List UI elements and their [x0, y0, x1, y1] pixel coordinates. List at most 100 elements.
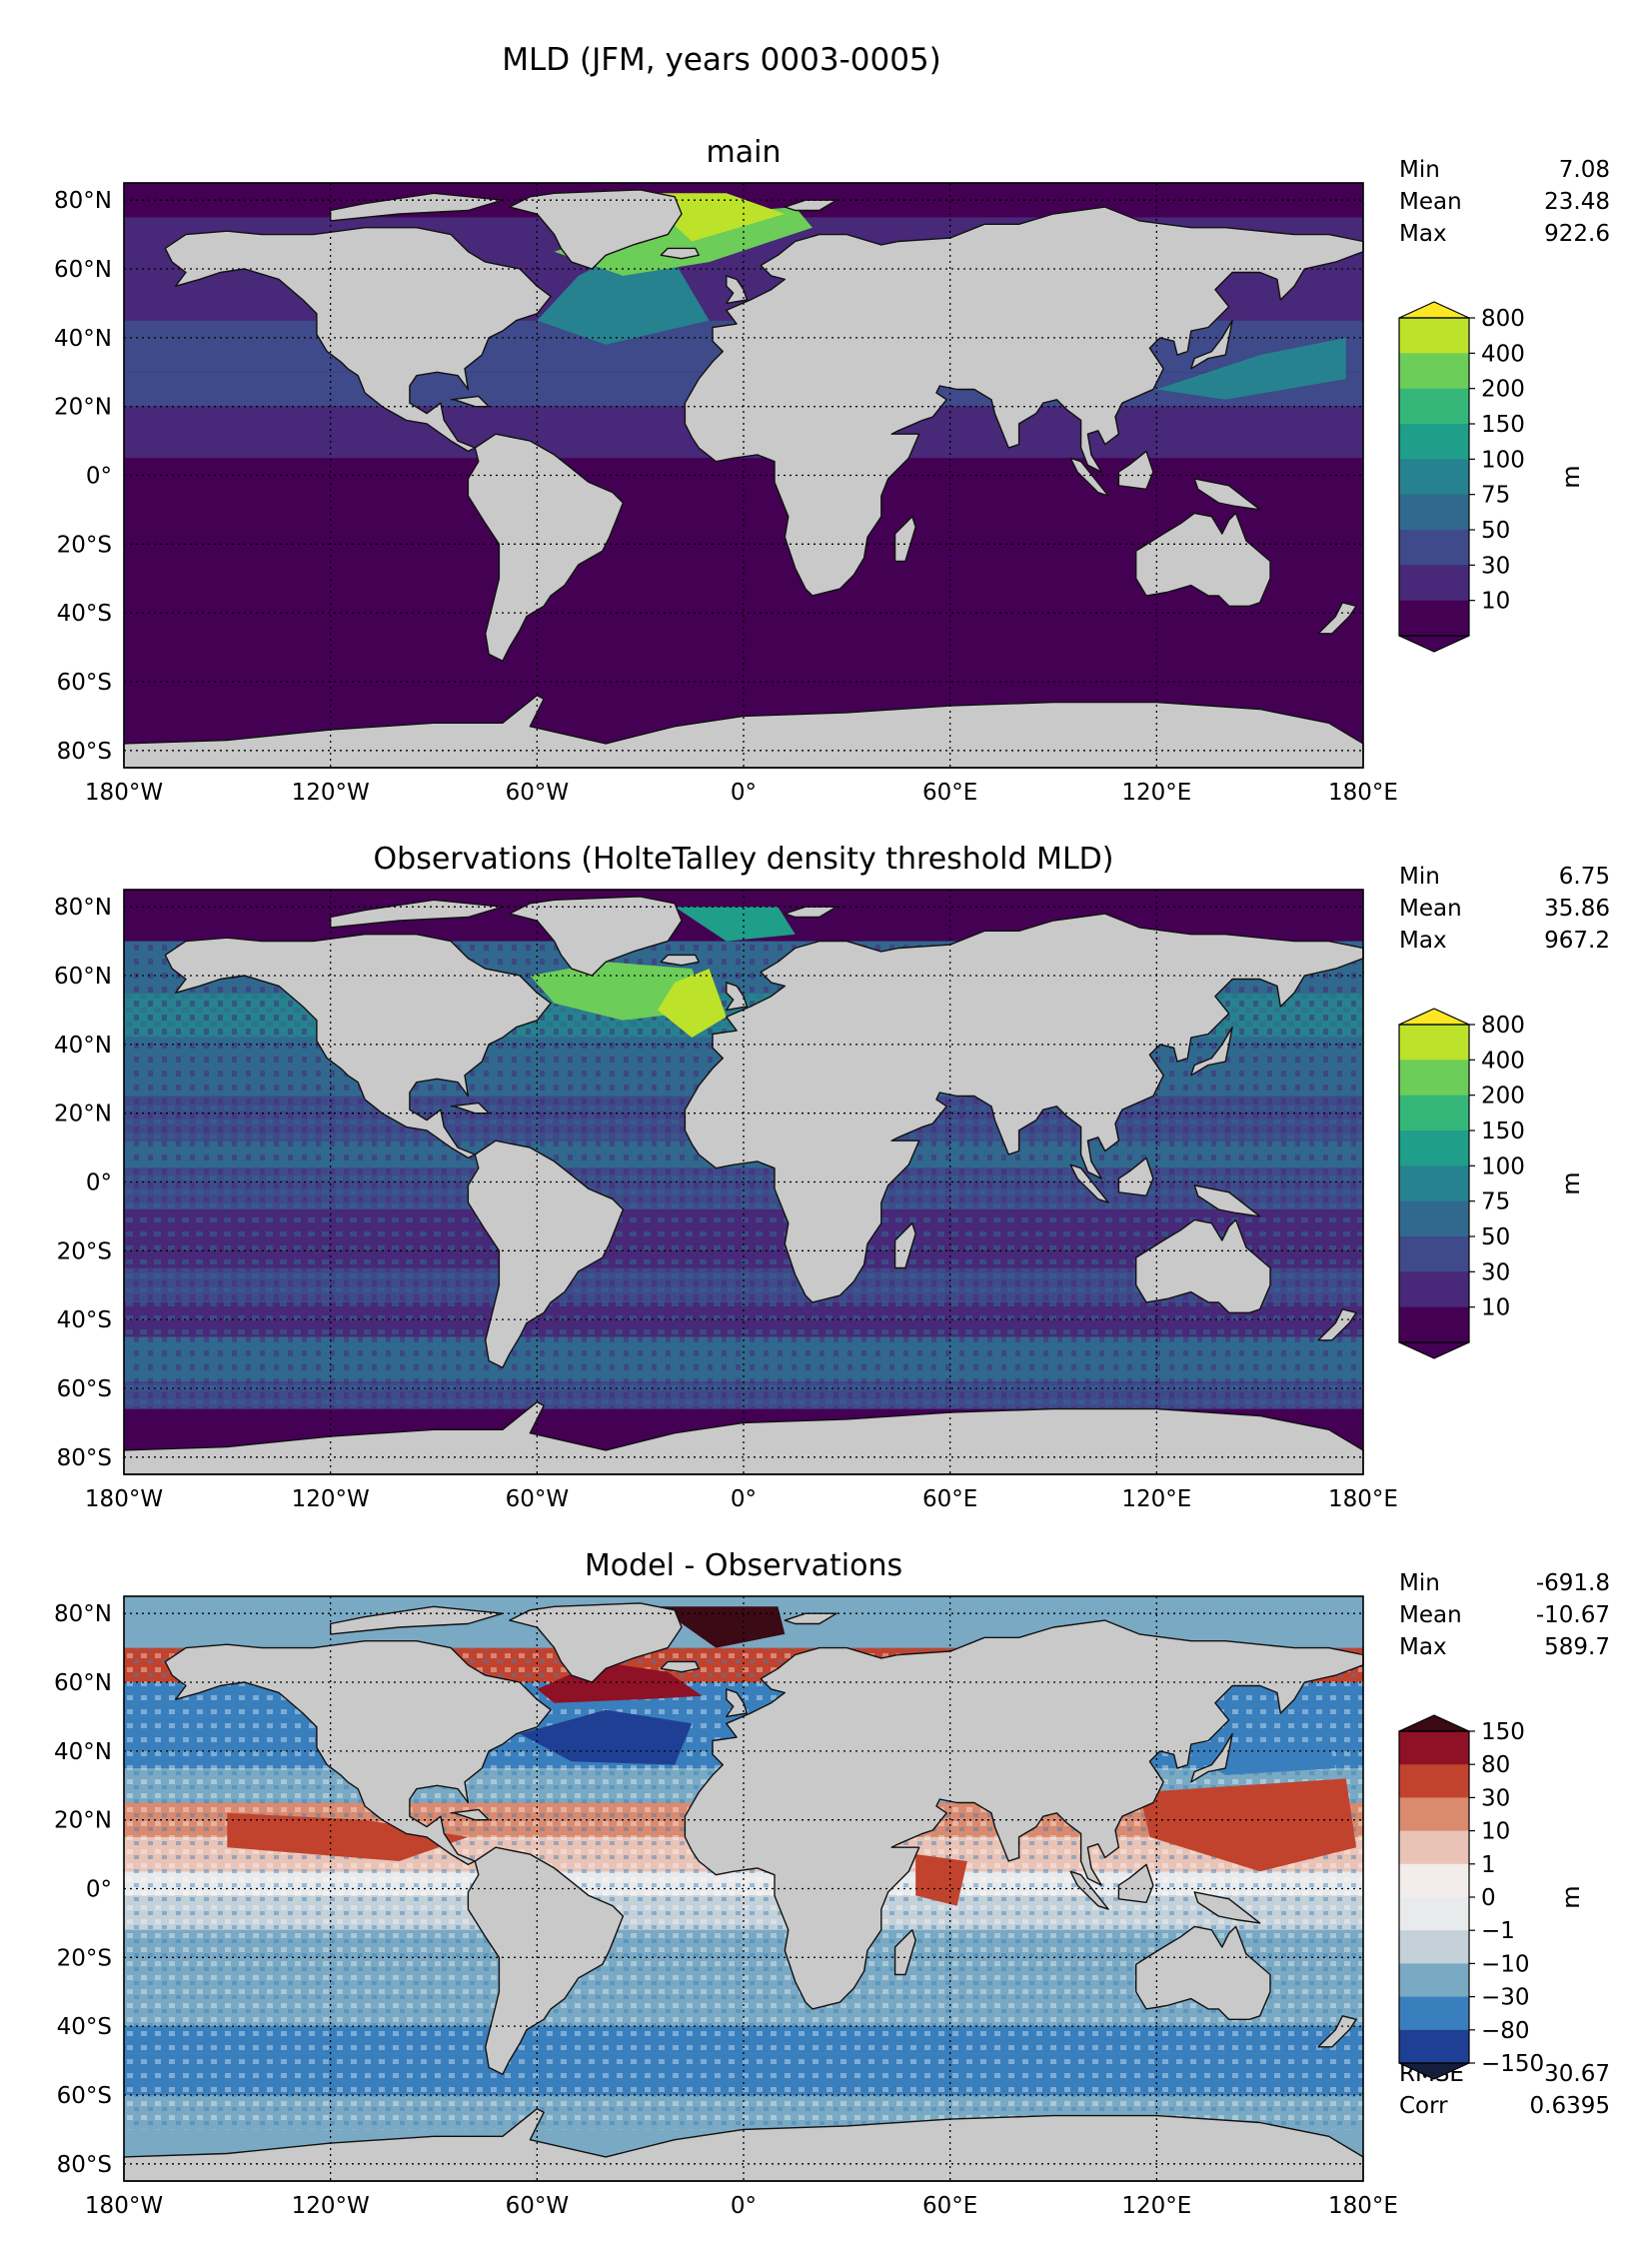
- colorbar-tick-label: 150: [1481, 1719, 1525, 1745]
- colorbar-tick-label: 800: [1481, 306, 1525, 332]
- colorbar-segment: [1399, 1236, 1469, 1272]
- land-borneo: [1117, 1156, 1154, 1197]
- y-tick-label: 40°S: [57, 2014, 112, 2040]
- colorbar-tick-label: 75: [1481, 1189, 1510, 1215]
- y-tick-label: 40°S: [57, 1307, 112, 1333]
- colorbar-segment: [1399, 1963, 1469, 1998]
- land-svalbard: [784, 906, 837, 919]
- land-cuba: [450, 1102, 490, 1115]
- stat-value: -691.8: [1536, 1570, 1610, 1596]
- x-tick-label: 60°W: [506, 2193, 570, 2219]
- land-south-america: [467, 433, 625, 662]
- y-tick-label: 80°N: [54, 895, 112, 921]
- colorbar-segment: [1399, 1996, 1469, 2031]
- colorbar-tick-label: 50: [1481, 1224, 1510, 1250]
- colorbar-tick-label: 100: [1481, 1153, 1525, 1179]
- x-tick-label: 120°W: [292, 2193, 370, 2219]
- gridlines: [124, 1596, 1363, 2181]
- stat-label: Mean: [1399, 896, 1462, 922]
- stat-value: 589.7: [1544, 1634, 1610, 1660]
- panel-title: Model - Observations: [585, 1548, 902, 1583]
- land-borneo: [1117, 450, 1154, 490]
- land-antarctica: [123, 2107, 1364, 2182]
- colorbar-label: m: [1557, 465, 1585, 488]
- stat-value: 23.48: [1544, 189, 1610, 215]
- stat-value: 922.6: [1544, 221, 1610, 247]
- land-north-america: [164, 1639, 552, 1866]
- colorbar-tick-label: 400: [1481, 341, 1525, 367]
- colorbar-segment: [1399, 1165, 1469, 1202]
- land-svalbard: [784, 1612, 837, 1625]
- colorbar-tick-label: 100: [1481, 447, 1525, 473]
- colorbar-segment: [1399, 1131, 1469, 1166]
- land-cuba: [450, 1808, 490, 1821]
- stat-value: 30.67: [1544, 2061, 1610, 2087]
- colorbar-tick-label: 10: [1481, 1819, 1510, 1845]
- plot-frame: [123, 889, 1364, 1475]
- colorbar-extend-max: [1398, 301, 1470, 319]
- colorbar-tick-label: 150: [1481, 1119, 1525, 1144]
- y-tick-label: 60°N: [54, 257, 112, 283]
- colorbar-tick-label: −1: [1481, 1918, 1515, 1944]
- colorbar-segment: [1399, 1764, 1469, 1798]
- land-new-guinea: [1193, 478, 1261, 511]
- colorbar-tick-label: −30: [1481, 1985, 1530, 2011]
- colorbar-segment: [1399, 1797, 1469, 1832]
- colorbar: 800 400 200 150 100 75 50 30 10 m: [1398, 301, 1585, 653]
- colorbar-segment: [1399, 459, 1469, 496]
- land-arctic-islands: [330, 899, 504, 929]
- colorbar-label: m: [1557, 1885, 1585, 1908]
- nordic-seas-positive: [657, 1606, 786, 1648]
- land-new-zealand: [1317, 1308, 1357, 1341]
- stat-label: Mean: [1399, 189, 1462, 215]
- land-arctic-islands: [330, 192, 504, 222]
- y-tick-label: 20°S: [57, 532, 112, 558]
- panel-2: Observations (HolteTalley density thresh…: [54, 842, 1610, 1512]
- land-sumatra: [1069, 1163, 1109, 1203]
- land-iceland: [660, 1660, 700, 1673]
- x-tick-label: 180°E: [1328, 1486, 1398, 1512]
- panel-3: Model - Observations 180°W 120°W 60°W 0° 60°E…: [54, 1548, 1610, 2219]
- colorbar-segment: [1399, 1731, 1469, 1765]
- colorbar-tick-label: −80: [1481, 2018, 1530, 2044]
- land-north-america: [164, 226, 552, 453]
- colorbar-segment: [1399, 1025, 1469, 1061]
- y-tick-label: 80°N: [54, 188, 112, 214]
- land: [123, 189, 1364, 769]
- land: [123, 1602, 1364, 2182]
- stat-label: Max: [1399, 1634, 1447, 1660]
- y-tick-label: 0°: [86, 1170, 112, 1196]
- plot-frame: [123, 1595, 1364, 2182]
- panel-title: Observations (HolteTalley density thresh…: [374, 842, 1114, 877]
- land-new-zealand: [1317, 602, 1357, 635]
- colorbar-label: m: [1557, 1171, 1585, 1194]
- colorbar-tick-label: 1: [1481, 1852, 1496, 1878]
- colorbar-tick-label: 10: [1481, 1295, 1510, 1321]
- y-tick-label: 0°: [86, 1877, 112, 1903]
- land-borneo: [1117, 1863, 1154, 1904]
- colorbar-extend-max: [1398, 1008, 1470, 1026]
- colorbar-frame: [1398, 317, 1470, 637]
- plot-frame: [123, 182, 1364, 769]
- colorbar-tick-label: 30: [1481, 1259, 1510, 1285]
- x-tick-label: 120°E: [1121, 2193, 1191, 2219]
- y-tick-label: 80°S: [57, 739, 112, 765]
- stat-label: Min: [1399, 864, 1440, 890]
- land-antarctica: [123, 1400, 1364, 1475]
- y-tick-label: 60°S: [57, 2083, 112, 2109]
- stat-label: Min: [1399, 1570, 1440, 1596]
- kuroshio-mld: [1156, 337, 1346, 400]
- x-tick-label: 180°W: [85, 1486, 163, 1512]
- land-arctic-islands: [330, 1605, 504, 1635]
- x-tick-label: 60°E: [922, 2193, 977, 2219]
- y-tick-label: 40°N: [54, 326, 112, 352]
- colorbar-segment: [1399, 388, 1469, 425]
- land-svalbard: [784, 199, 837, 212]
- y-tick-label: 60°S: [57, 1376, 112, 1402]
- colorbar-tick-label: 30: [1481, 553, 1510, 579]
- stat-label: Max: [1399, 221, 1447, 247]
- gridlines: [124, 183, 1363, 768]
- y-tick-label: 60°N: [54, 1670, 112, 1696]
- y-tick-label: 80°S: [57, 1445, 112, 1471]
